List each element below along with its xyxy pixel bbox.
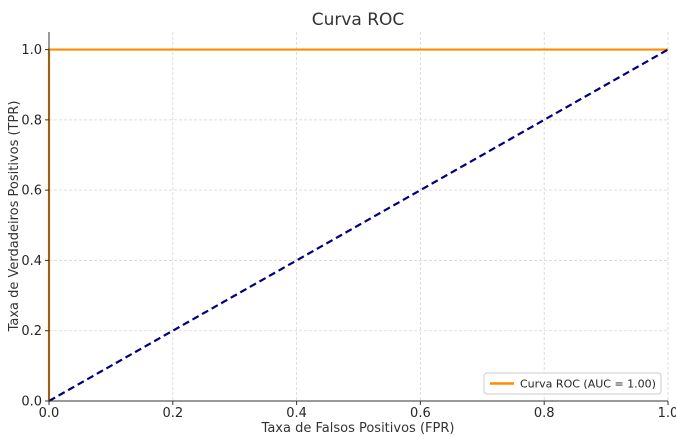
legend-box [483,372,662,395]
y-tick-label: 0.4 [21,254,42,269]
x-tick-label: 0.6 [410,406,431,421]
legend-label-roc: Curva ROC (AUC = 1.00) [520,378,656,391]
y-tick-label: 0.0 [21,395,42,410]
x-tick-label: 0.0 [39,406,60,421]
grid [48,32,669,402]
axes [48,32,668,402]
y-tick-label: 0.8 [21,113,42,128]
x-tick-label: 0.2 [162,406,183,421]
y-tick-label: 1.0 [21,43,42,58]
y-axis-label: Taxa de Verdadeiros Positivos (TPR) [7,101,22,333]
y-tick-label: 0.2 [21,324,42,339]
chart-title: Curva ROC [312,10,405,30]
x-axis-label: Taxa de Falsos Positivos (FPR) [261,421,455,436]
x-tick-label: 0.8 [534,406,555,421]
x-tick-label: 0.4 [286,406,307,421]
y-tick-label: 0.6 [21,184,42,199]
legend: Curva ROC (AUC = 1.00) [483,372,662,395]
series-layer [47,48,669,402]
random-baseline-line [48,48,669,402]
x-tick-label: 1.0 [658,406,676,421]
ticks: 0.0 0.2 0.4 0.6 0.8 1.0 0.0 0.2 0.4 0.6 0.8 1.0 [21,43,676,421]
